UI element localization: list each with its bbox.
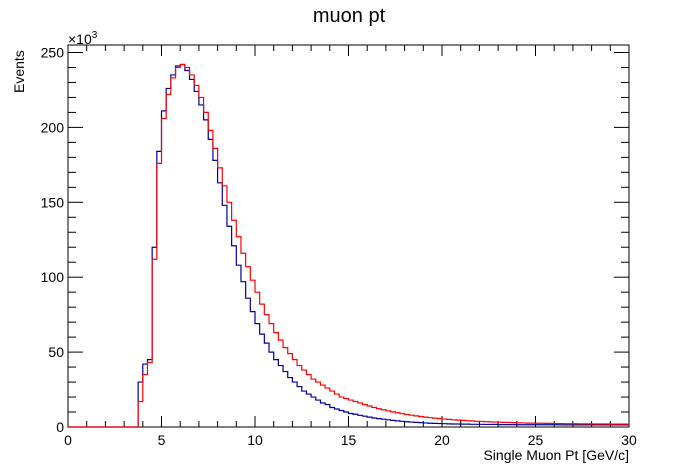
y-tick-label: 150 xyxy=(41,194,65,210)
x-tick-label: 0 xyxy=(64,432,72,448)
y-tick-label: 250 xyxy=(41,44,65,60)
x-tick-label: 15 xyxy=(341,432,357,448)
y-axis-title: Events xyxy=(11,50,27,93)
y-axis-multiplier-exponent: 3 xyxy=(92,30,98,41)
y-tick-label: 200 xyxy=(41,119,65,135)
axis-ticks: 0 5 10 15 20 25 30 0 50 100 150 200 250 xyxy=(41,44,637,448)
x-tick-label: 20 xyxy=(434,432,450,448)
series-layer xyxy=(68,63,629,428)
y-axis-multiplier-base: ×10 xyxy=(68,31,92,47)
series-line-1 xyxy=(68,63,629,428)
chart-title: muon pt xyxy=(313,5,386,27)
series-line-0 xyxy=(68,63,629,428)
y-tick-label: 0 xyxy=(56,419,64,435)
y-tick-label: 50 xyxy=(48,344,64,360)
y-axis-multiplier: ×103 xyxy=(68,30,98,47)
x-tick-label: 5 xyxy=(158,432,166,448)
y-tick-label: 100 xyxy=(41,269,65,285)
plot-frame xyxy=(67,44,630,428)
x-axis-title: Single Muon Pt [GeV/c] xyxy=(483,447,629,463)
x-tick-label: 10 xyxy=(247,432,263,448)
x-tick-label: 25 xyxy=(528,432,544,448)
x-tick-label: 30 xyxy=(621,432,637,448)
